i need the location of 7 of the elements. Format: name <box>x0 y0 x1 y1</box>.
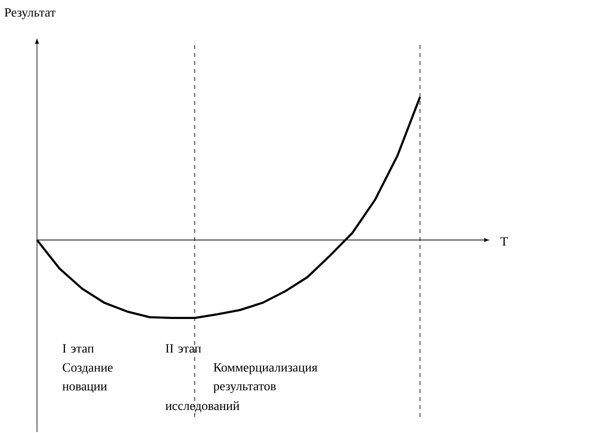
text: Результат <box>4 8 56 20</box>
text: T <box>500 237 508 246</box>
text: Коммерциализация результатов <box>213 363 318 393</box>
text: исследований <box>166 401 240 412</box>
text: Создание новации <box>62 363 113 393</box>
text: II этап <box>166 344 201 353</box>
text: I этап <box>62 344 94 353</box>
